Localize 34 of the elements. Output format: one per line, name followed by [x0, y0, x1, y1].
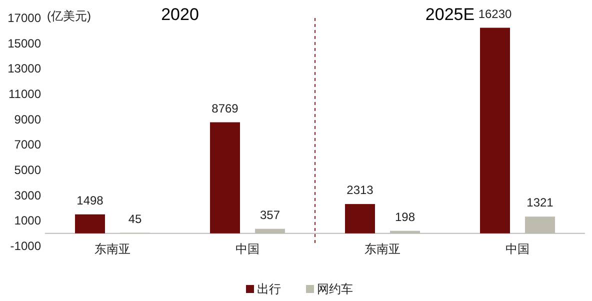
bar — [480, 28, 510, 234]
legend-label: 出行 — [257, 282, 281, 296]
y-tick-label: 3000 — [14, 188, 42, 202]
y-tick-label: 17000 — [8, 11, 42, 25]
data-label: 45 — [128, 212, 142, 226]
y-tick-label: 5000 — [14, 163, 42, 177]
data-label: 16230 — [478, 6, 512, 21]
bar — [345, 204, 375, 234]
y-tick-label: 9000 — [14, 112, 42, 126]
data-label: 198 — [394, 210, 416, 224]
data-label: 1498 — [76, 193, 104, 208]
data-label: 2313 — [346, 183, 374, 198]
y-tick-label: 1000 — [14, 214, 42, 228]
x-tick-label: 东南亚 — [94, 242, 130, 256]
bar — [210, 122, 240, 234]
y-tick-label: 15000 — [8, 36, 42, 50]
y-tick-label: 7000 — [14, 138, 42, 152]
x-tick-label: 东南亚 — [364, 242, 400, 256]
x-tick-label: 中国 — [506, 242, 530, 256]
y-tick-label: 11000 — [8, 87, 42, 101]
bar — [75, 214, 105, 234]
bar — [525, 216, 555, 234]
data-label: 357 — [260, 208, 280, 222]
chart-title: 2020 — [161, 5, 199, 24]
y-tick-label: 13000 — [8, 62, 42, 76]
data-label: 1321 — [526, 196, 554, 210]
x-tick-label: 中国 — [236, 242, 260, 256]
data-label: 8769 — [212, 101, 239, 116]
legend-label: 网约车 — [317, 282, 353, 296]
y-tick-label: -1000 — [10, 239, 42, 253]
bar — [390, 230, 420, 234]
bar — [255, 228, 285, 234]
y-axis-title: (亿美元) — [47, 9, 91, 23]
chart-title: 2025E — [425, 5, 475, 24]
